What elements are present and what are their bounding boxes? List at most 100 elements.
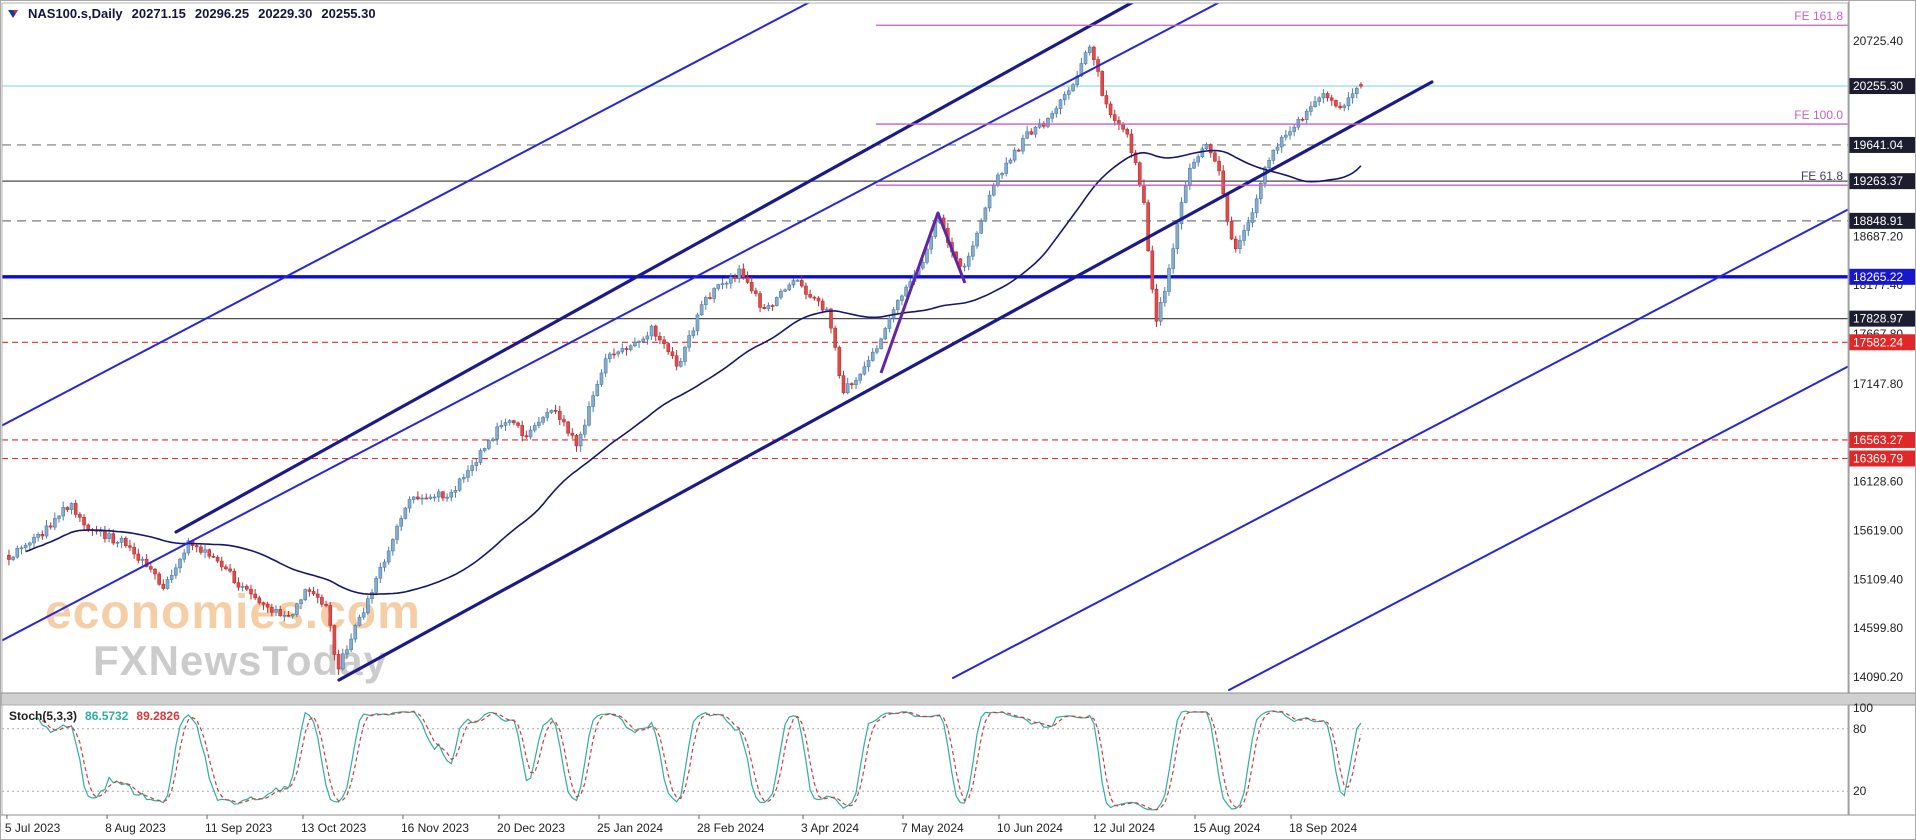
candle-body	[449, 492, 454, 498]
trendline-steep-channel-lower[interactable]	[337, 80, 1434, 682]
candle-body	[991, 184, 996, 196]
price-axis-badge	[1849, 173, 1915, 190]
fib-expansion-label: FE 100.0	[1794, 108, 1843, 122]
price-axis-badge-text: 16563.27	[1853, 433, 1903, 447]
candle-body	[286, 614, 291, 617]
candle-body	[1104, 95, 1109, 105]
candle-body	[1083, 52, 1088, 64]
candle-body	[1183, 185, 1188, 203]
candle-body	[503, 422, 508, 426]
date-axis-label: 28 Feb 2024	[697, 821, 765, 835]
price-axis-badge-text: 19263.37	[1853, 174, 1903, 188]
candle-body	[1000, 173, 1004, 176]
candle-body	[520, 425, 525, 436]
candle-body	[1359, 84, 1363, 87]
candle-body	[904, 286, 908, 297]
candle-body	[303, 589, 308, 601]
candle-body	[1158, 302, 1163, 322]
candle-body	[595, 384, 600, 396]
candle-body	[749, 282, 754, 292]
candle-body	[391, 539, 395, 552]
candle-body	[808, 294, 812, 298]
candle-body	[1250, 212, 1255, 223]
candle-body	[883, 328, 888, 340]
candle-body	[487, 440, 491, 449]
candle-body	[603, 358, 608, 374]
price-axis-label: 17147.80	[1853, 377, 1903, 391]
candle-body	[270, 606, 274, 613]
price-axis[interactable]	[1849, 1, 1916, 815]
candle-body	[211, 555, 216, 558]
candle-body	[478, 450, 483, 463]
candle-body	[153, 568, 157, 575]
candle-body	[699, 304, 704, 316]
candle-body	[854, 379, 858, 386]
candle-body	[82, 516, 86, 526]
candle-body	[165, 579, 170, 589]
candle-body	[799, 280, 804, 287]
stoch-d-value: 89.2826	[136, 709, 180, 723]
trendline-channel-line-3[interactable]	[951, 208, 1849, 679]
candle-body	[608, 353, 612, 360]
candle-body	[599, 372, 604, 385]
stoch-plot-area[interactable]	[33, 710, 1362, 811]
candle-body	[1171, 248, 1175, 269]
candle-body	[123, 537, 128, 547]
candle-body	[1108, 103, 1113, 115]
trendline-channel-line-1[interactable]	[1, 1, 812, 427]
broker-logo-icon	[7, 8, 19, 20]
candle-body	[499, 425, 504, 428]
candle-body	[1213, 152, 1217, 162]
candle-body	[232, 570, 237, 583]
price-axis-badge-text: 20255.30	[1853, 79, 1903, 93]
stoch-axis-label: 80	[1853, 722, 1867, 736]
candle-body	[1217, 160, 1221, 172]
candle-body	[687, 335, 691, 348]
price-axis-badge	[1849, 450, 1915, 467]
candle-body	[1238, 240, 1242, 250]
panel-separator[interactable]	[1, 692, 1916, 706]
candle-body	[524, 435, 529, 438]
candle-body	[340, 653, 345, 670]
candle-body	[453, 489, 458, 493]
candle-body	[228, 568, 232, 572]
trendline-channel-line-2[interactable]	[1, 1, 1222, 642]
candle-body	[28, 542, 32, 546]
candle-body	[649, 325, 654, 337]
candle-body	[1121, 124, 1125, 130]
candle-body	[1196, 156, 1201, 163]
candle-body	[574, 435, 579, 447]
zigzag-drawing[interactable]	[879, 211, 967, 374]
candle-body	[132, 547, 136, 555]
candle-body	[1175, 223, 1180, 249]
candle-body	[1100, 71, 1105, 96]
candle-body	[186, 540, 191, 554]
candle-body	[674, 355, 679, 367]
candle-body	[624, 348, 629, 350]
candle-body	[332, 625, 337, 655]
trendline-channel-line-4[interactable]	[1227, 365, 1849, 691]
candle-body	[1008, 159, 1013, 164]
candle-body	[1167, 268, 1171, 292]
candle-body	[887, 317, 892, 329]
candle-body	[678, 361, 683, 367]
time-axis[interactable]	[1, 815, 1916, 840]
candle-body	[349, 638, 353, 651]
candle-body	[495, 426, 499, 440]
candle-body	[299, 599, 303, 605]
candle-body	[1163, 291, 1167, 303]
candle-body	[445, 496, 449, 499]
candle-body	[532, 425, 537, 431]
trendline-steep-channel-upper[interactable]	[174, 1, 1135, 534]
candle-body	[712, 288, 716, 299]
candle-body	[194, 545, 199, 548]
candle-body	[115, 542, 120, 544]
candle-body	[1129, 133, 1134, 154]
candle-body	[825, 308, 829, 311]
candle-body	[311, 591, 316, 595]
date-axis-label: 10 Jun 2024	[997, 821, 1063, 835]
price-plot-area[interactable]: FE 161.8 FE 100.0 FE 61.8	[1, 1, 1849, 691]
candle-body	[1229, 221, 1234, 240]
